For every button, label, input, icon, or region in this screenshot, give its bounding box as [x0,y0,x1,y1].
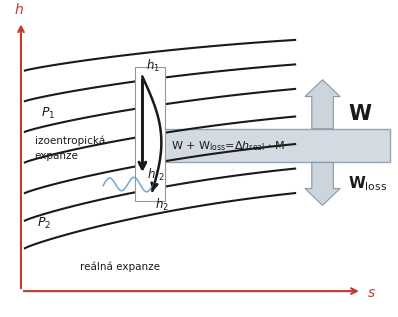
Text: $h_2$: $h_2$ [155,197,169,213]
Text: reálná expanze: reálná expanze [80,261,160,272]
Text: $P_1$: $P_1$ [41,106,55,120]
Text: $h_1$: $h_1$ [146,57,160,74]
Text: izoentropická: izoentropická [35,136,105,146]
Text: s: s [368,286,375,300]
Text: expanze: expanze [35,152,78,161]
FancyArrow shape [305,80,340,129]
Text: $P_2$: $P_2$ [37,216,51,231]
Bar [135,68,165,201]
Text: W$_{\mathsf{loss}}$: W$_{\mathsf{loss}}$ [348,175,387,193]
Text: W: W [348,104,371,124]
Text: W + W$_{\mathsf{loss}}$=$\Delta h_{\mathsf{real}}$ $\cdot$ M: W + W$_{\mathsf{loss}}$=$\Delta h_{\math… [171,139,285,152]
FancyArrow shape [305,162,340,205]
Text: $h'_2$: $h'_2$ [147,166,165,183]
Text: h: h [15,3,23,17]
Bar [163,129,390,162]
